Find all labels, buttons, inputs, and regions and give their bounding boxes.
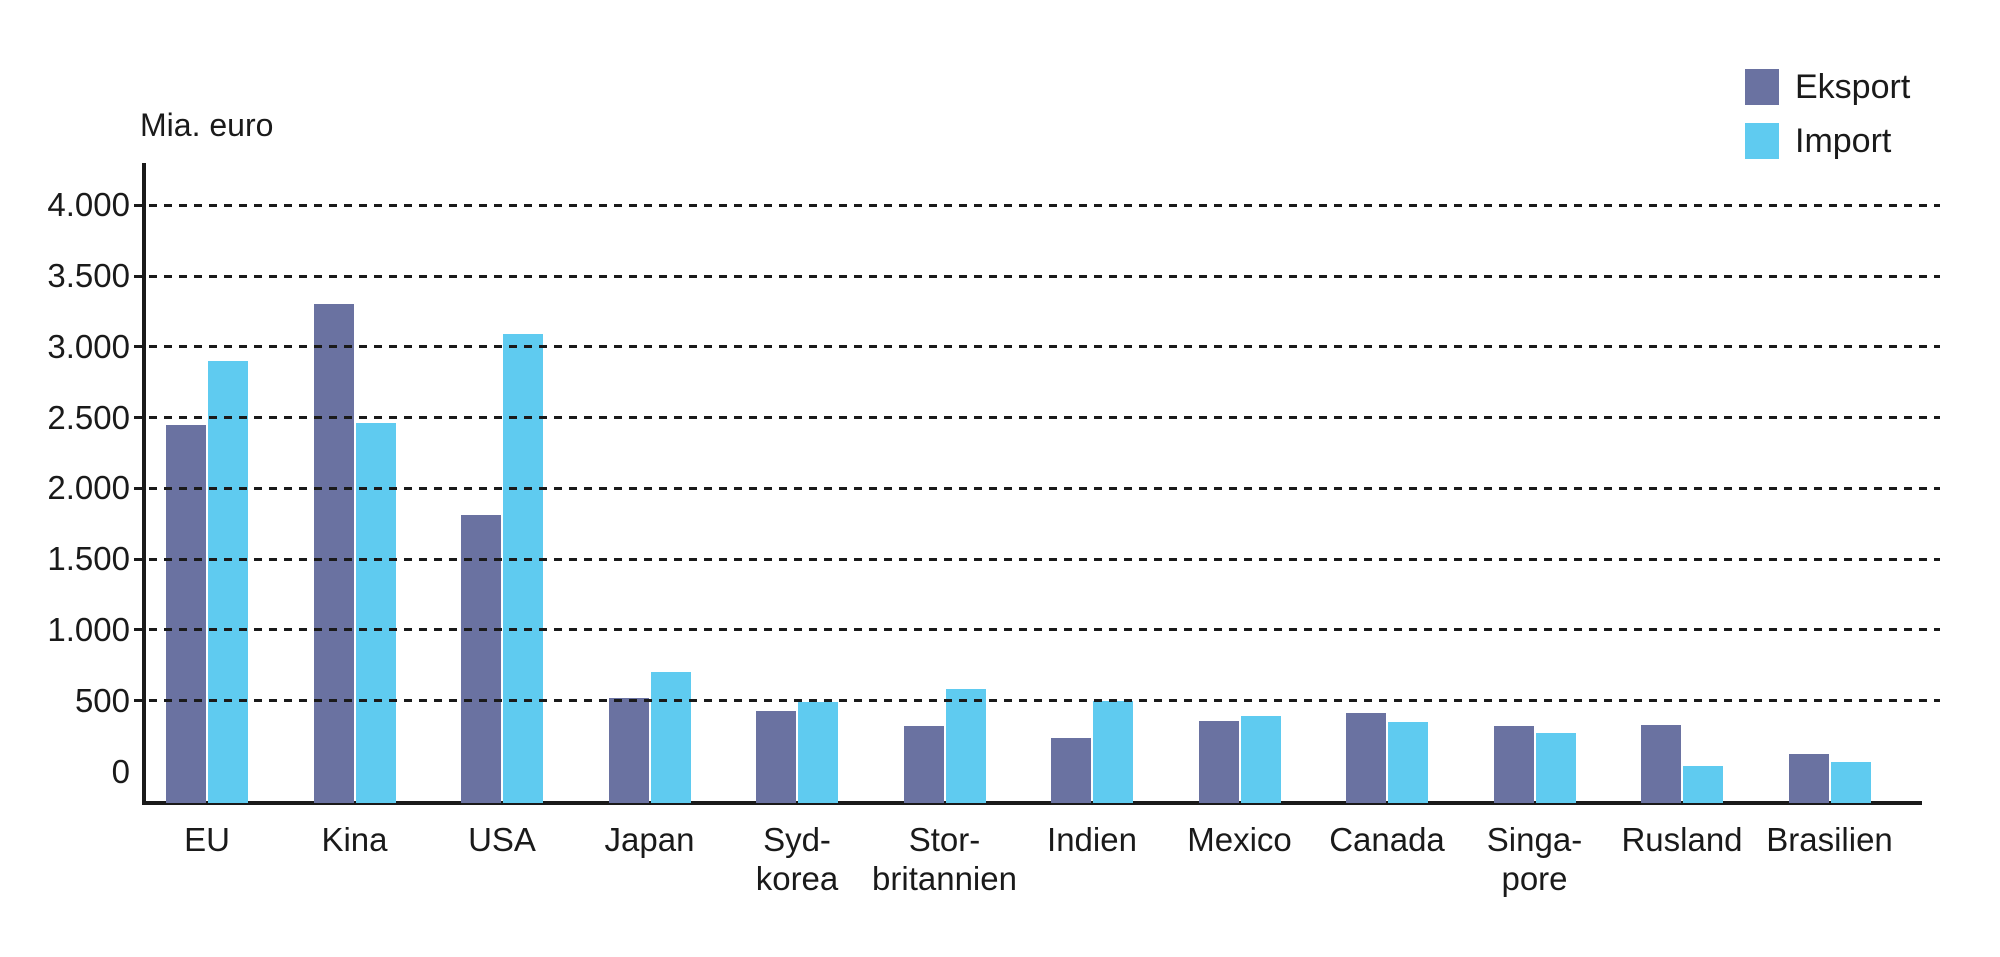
gridline-4000 [134,203,1940,207]
bar-eksport-10 [1641,724,1681,803]
bar-eksport-3 [608,697,649,803]
bar-eksport-1 [313,304,354,803]
gridline-2000 [134,486,1940,490]
bar-import-3 [650,672,691,803]
y-tick-label-0: 0 [111,752,130,790]
bar-eksport-5 [903,726,944,803]
y-tick-label-1000: 1.000 [47,610,130,648]
bar-import-7 [1240,716,1281,803]
bar-import-5 [945,689,986,803]
category-label-6: Indien [1047,821,1137,858]
category-label-7: Mexico [1187,821,1292,858]
bar-import-4 [798,702,838,803]
category-label-0: EU [184,821,230,858]
category-label-8: Canada [1329,821,1445,858]
category-label-11: Brasilien [1766,821,1893,858]
legend: Eksport Import [1745,68,1910,176]
bar-import-2 [503,334,543,803]
bar-import-6 [1093,700,1133,803]
y-tick-label-3500: 3.500 [47,257,130,295]
y-tick-label-3000: 3.000 [47,327,130,365]
y-tick-label-1500: 1.500 [47,540,130,578]
gridline-500 [134,699,1940,703]
y-axis-line [142,163,146,805]
bar-import-9 [1535,733,1576,803]
category-label-2: USA [468,821,536,858]
legend-label-import: Import [1795,122,1892,160]
category-label-3: Japan [604,821,695,858]
y-axis-unit-label: Mia. euro [140,107,274,143]
bar-eksport-8 [1346,713,1386,803]
bar-eksport-6 [1051,737,1091,803]
eksport-swatch-icon [1745,69,1779,105]
x-axis-line [142,801,1922,805]
category-label-10: Rusland [1621,821,1743,858]
bar-import-8 [1388,721,1428,803]
bar-import-10 [1683,765,1723,803]
gridline-1000 [134,628,1940,632]
y-tick-label-500: 500 [74,681,130,719]
legend-item-eksport: Eksport [1745,68,1910,106]
gridline-2500 [134,416,1940,420]
bar-eksport-7 [1198,720,1239,803]
category-label-9: Singa- pore [1486,821,1583,897]
bar-eksport-4 [756,710,796,803]
bar-eksport-9 [1493,726,1534,803]
y-tick-label-2500: 2.500 [47,398,130,436]
category-label-1: Kina [321,821,388,858]
gridline-3000 [134,345,1940,349]
gridline-3500 [134,274,1940,278]
bar-eksport-11 [1788,753,1829,803]
legend-label-eksport: Eksport [1795,68,1911,106]
bar-import-0 [208,361,248,803]
category-label-4: Syd- korea [755,821,839,897]
bar-import-11 [1830,761,1871,803]
gridline-1500 [134,557,1940,561]
import-swatch-icon [1745,123,1779,159]
bar-eksport-0 [166,424,206,803]
legend-item-import: Import [1745,122,1910,160]
bar-eksport-2 [461,515,501,803]
bar-import-1 [355,423,396,803]
y-tick-label-4000: 4.000 [47,186,130,224]
y-tick-label-2000: 2.000 [47,469,130,507]
category-label-5: Stor- britannien [872,821,1017,897]
